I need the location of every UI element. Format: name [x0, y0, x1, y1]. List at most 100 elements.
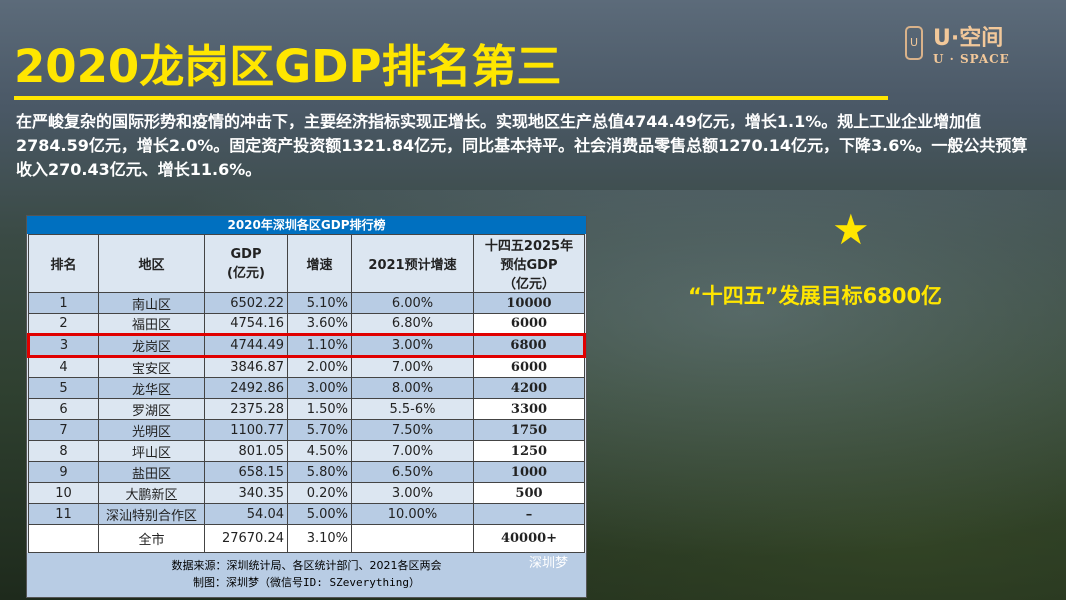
table-row: 6 罗湖区 2375.28 1.50% 5.5-6% 3300 [28, 398, 585, 420]
table-cell: 宝安区 [98, 356, 205, 378]
table-cell: 4744.49 [204, 333, 288, 358]
table-cell: 4200 [473, 377, 585, 399]
table-row: 11 深汕特别合作区 54.04 5.00% 10.00% – [28, 503, 585, 525]
table-cell [351, 524, 474, 553]
column-header: 排名 [28, 234, 99, 293]
table-cell: 5.80% [287, 461, 352, 483]
table-cell: 大鹏新区 [98, 482, 205, 504]
source-note: 数据来源：深圳统计局、各区统计部门、2021各区两会 [171, 559, 442, 572]
table-row: 3 龙岗区 4744.49 1.10% 3.00% 6800 [27, 333, 586, 358]
table-cell: 盐田区 [98, 461, 205, 483]
table-row: 7 光明区 1100.77 5.70% 7.50% 1750 [28, 419, 585, 441]
table-cell: 龙华区 [98, 377, 205, 399]
table-cell: 7.00% [351, 356, 474, 378]
table-cell: 2375.28 [204, 398, 288, 420]
table-cell: 2 [28, 313, 99, 335]
table-cell: 4.50% [287, 440, 352, 462]
logo-mark-icon: U [905, 26, 923, 60]
table-cell: 7 [28, 419, 99, 441]
title-underline [14, 96, 888, 100]
summary-paragraph: 在严峻复杂的国际形势和疫情的冲击下，主要经济指标实现正增长。实现地区生产总值47… [16, 112, 1028, 179]
table-cell: 6 [28, 398, 99, 420]
table-cell: 3 [27, 333, 99, 358]
table-title: 2020年深圳各区GDP排行榜 [27, 216, 586, 234]
table-cell: 10000 [473, 292, 585, 314]
table-cell: 6.50% [351, 461, 474, 483]
table-cell: 40000+ [473, 524, 585, 553]
table-cell [28, 524, 99, 553]
table-cell: 1 [28, 292, 99, 314]
table-cell: 8.00% [351, 377, 474, 399]
table-cell: – [473, 503, 585, 525]
logo-cn: U·空间 [933, 26, 1004, 51]
table-cell: 3846.87 [204, 356, 288, 378]
column-header: GDP (亿元) [204, 234, 288, 293]
table-cell: 光明区 [98, 419, 205, 441]
table-footer: 数据来源：深圳统计局、各区统计部门、2021各区两会 制图：深圳梦（微信号ID:… [27, 553, 586, 597]
table-cell: 3.10% [287, 524, 352, 553]
table-cell: 500 [473, 482, 585, 504]
slide-title: 2020龙岗区GDP排名第三 [14, 40, 562, 93]
table-cell: 11 [28, 503, 99, 525]
table-cell: 3.00% [287, 377, 352, 399]
table-cell: 7.50% [351, 419, 474, 441]
table-row: 1 南山区 6502.22 5.10% 6.00% 10000 [28, 292, 585, 314]
table-cell: 6000 [473, 356, 585, 378]
table-cell: 龙岗区 [98, 333, 205, 358]
table-cell: 6000 [473, 313, 585, 335]
star-icon: ★ [832, 205, 870, 254]
table-row: 8 坪山区 801.05 4.50% 7.00% 1250 [28, 440, 585, 462]
table-cell: 3.00% [351, 333, 474, 358]
table-cell: 340.35 [204, 482, 288, 504]
table-cell: 6502.22 [204, 292, 288, 314]
gdp-ranking-table: 2020年深圳各区GDP排行榜 排名 地区 GDP (亿元) 增速 2021预计增速 十四… [26, 215, 587, 598]
table-cell: 5.10% [287, 292, 352, 314]
table-cell: 2492.86 [204, 377, 288, 399]
table-cell: 3300 [473, 398, 585, 420]
table-cell: 坪山区 [98, 440, 205, 462]
table-row: 4 宝安区 3846.87 2.00% 7.00% 6000 [28, 356, 585, 378]
table-cell: 1.10% [287, 333, 352, 358]
table-cell: 4754.16 [204, 313, 288, 335]
table-cell: 5 [28, 377, 99, 399]
table-cell: 3.00% [351, 482, 474, 504]
table-cell: 福田区 [98, 313, 205, 335]
table-cell: 6800 [473, 333, 586, 358]
table-cell: 10.00% [351, 503, 474, 525]
table-cell: 54.04 [204, 503, 288, 525]
column-header: 十四五2025年 预估GDP （亿元） [473, 234, 585, 293]
table-cell: 5.70% [287, 419, 352, 441]
wechat-watermark: 深圳梦 [528, 556, 568, 571]
table-row: 2 福田区 4754.16 3.60% 6.80% 6000 [28, 313, 585, 335]
table-cell: 7.00% [351, 440, 474, 462]
table-row: 9 盐田区 658.15 5.80% 6.50% 1000 [28, 461, 585, 483]
table-cell: 10 [28, 482, 99, 504]
table-cell: 1000 [473, 461, 585, 483]
table-cell: 南山区 [98, 292, 205, 314]
table-row: 全市 27670.24 3.10% 40000+ [28, 524, 585, 553]
table-cell: 9 [28, 461, 99, 483]
column-header: 2021预计增速 [351, 234, 474, 293]
table-cell: 5.00% [287, 503, 352, 525]
table-cell: 1250 [473, 440, 585, 462]
table-cell: 5.5-6% [351, 398, 474, 420]
table-cell: 罗湖区 [98, 398, 205, 420]
table-cell: 2.00% [287, 356, 352, 378]
table-cell: 3.60% [287, 313, 352, 335]
table-cell: 1100.77 [204, 419, 288, 441]
table-cell: 6.80% [351, 313, 474, 335]
table-cell: 全市 [98, 524, 205, 553]
table-row: 10 大鹏新区 340.35 0.20% 3.00% 500 [28, 482, 585, 504]
table-cell: 801.05 [204, 440, 288, 462]
table-cell: 8 [28, 440, 99, 462]
table-cell: 0.20% [287, 482, 352, 504]
column-header: 地区 [98, 234, 205, 293]
table-cell: 1750 [473, 419, 585, 441]
table-cell: 1.50% [287, 398, 352, 420]
logo: U U·空间 U · SPACE [905, 20, 1010, 66]
table-row: 5 龙华区 2492.86 3.00% 8.00% 4200 [28, 377, 585, 399]
column-header: 增速 [287, 234, 352, 293]
table-cell: 4 [28, 356, 99, 378]
table-cell: 6.00% [351, 292, 474, 314]
credit-note: 制图：深圳梦（微信号ID: SZeverything） [193, 576, 420, 589]
